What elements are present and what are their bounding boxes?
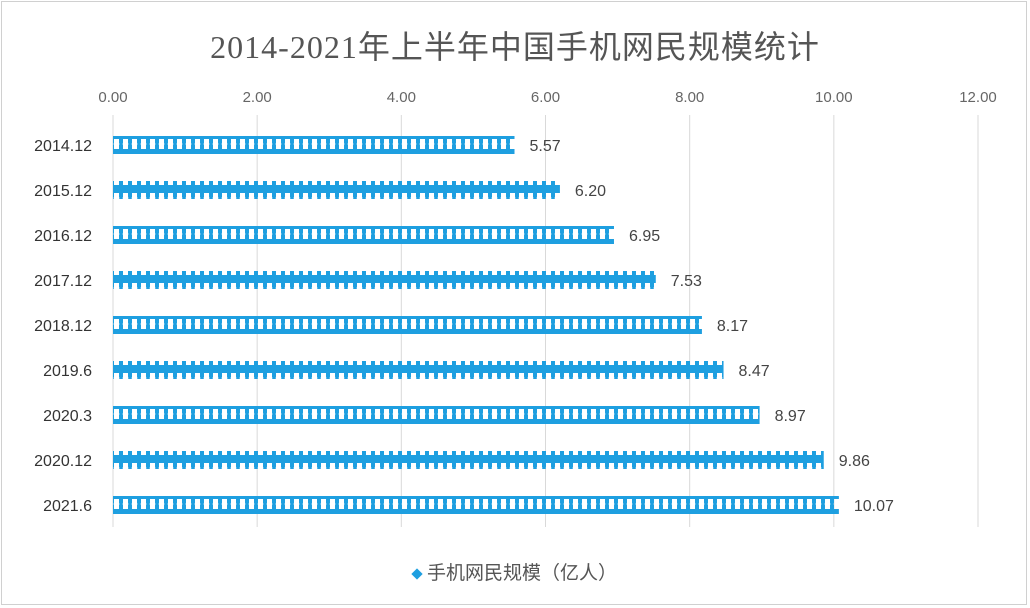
x-tick-label: 10.00: [815, 89, 853, 106]
x-tick-label: 6.00: [531, 89, 560, 106]
category-label: 2016.12: [34, 228, 92, 245]
x-tick-label: 4.00: [387, 89, 416, 106]
bar: [113, 406, 760, 424]
data-label: 7.53: [671, 273, 702, 290]
data-label: 8.17: [717, 318, 748, 335]
category-label: 2014.12: [34, 138, 92, 155]
category-label: 2019.6: [43, 363, 92, 380]
x-tick-label: 8.00: [675, 89, 704, 106]
data-label: 6.95: [629, 228, 660, 245]
category-label: 2015.12: [34, 183, 92, 200]
bar: [113, 496, 839, 514]
data-label: 9.86: [839, 453, 870, 470]
legend-marker-icon: [411, 568, 423, 580]
bar: [113, 316, 702, 334]
x-tick-label: 12.00: [959, 89, 997, 106]
bar: [113, 226, 614, 244]
category-label: 2018.12: [34, 318, 92, 335]
legend-label: 手机网民规模（亿人）: [426, 563, 617, 584]
x-tick-label: 0.00: [98, 89, 127, 106]
category-label: 2020.3: [43, 408, 92, 425]
bar: [113, 451, 824, 469]
bar: [113, 271, 656, 289]
x-tick-label: 2.00: [243, 89, 272, 106]
bar: [113, 136, 515, 154]
data-label: 10.07: [854, 498, 894, 515]
data-label: 6.20: [575, 183, 606, 200]
category-label: 2020.12: [34, 453, 92, 470]
category-label: 2017.12: [34, 273, 92, 290]
data-label: 5.57: [530, 138, 561, 155]
data-label: 8.47: [739, 363, 770, 380]
legend: 手机网民规模（亿人）: [0, 558, 1030, 585]
data-label: 8.97: [775, 408, 806, 425]
bar: [113, 181, 560, 199]
chart-title: 2014-2021年上半年中国手机网民规模统计: [210, 29, 820, 65]
category-label: 2021.6: [43, 498, 92, 515]
bar: [113, 361, 724, 379]
